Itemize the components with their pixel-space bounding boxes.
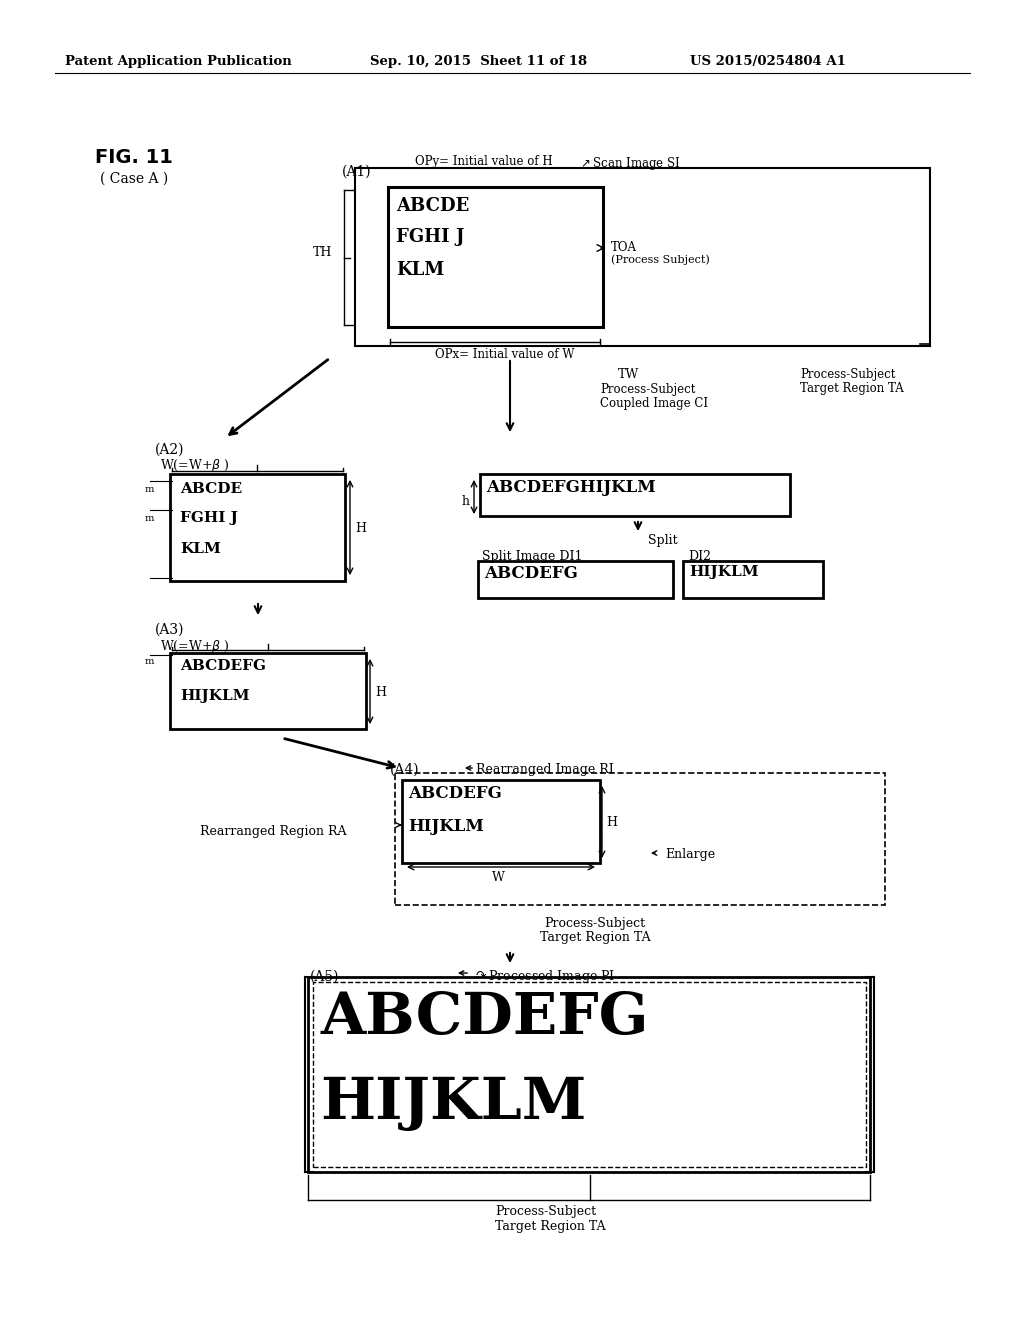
- Text: KLM: KLM: [180, 543, 221, 556]
- Text: Rearranged Image RI: Rearranged Image RI: [476, 763, 613, 776]
- Text: (A3): (A3): [155, 623, 184, 638]
- Text: H: H: [606, 816, 617, 829]
- Text: OPy= Initial value of H: OPy= Initial value of H: [415, 154, 553, 168]
- Text: Target Region TA: Target Region TA: [800, 381, 904, 395]
- Text: OPx= Initial value of W: OPx= Initial value of W: [435, 348, 574, 360]
- Bar: [478, 561, 673, 598]
- Text: FGHI J: FGHI J: [180, 511, 238, 525]
- Text: ABCDEFG: ABCDEFG: [484, 565, 578, 582]
- Text: Coupled Image CI: Coupled Image CI: [600, 397, 709, 411]
- Text: HIJKLM: HIJKLM: [408, 818, 483, 836]
- Bar: [388, 187, 603, 327]
- Text: ABCDEFG: ABCDEFG: [319, 990, 648, 1045]
- Text: Split Image DI1: Split Image DI1: [482, 550, 583, 564]
- Text: Target Region TA: Target Region TA: [540, 931, 650, 944]
- Bar: [313, 982, 866, 1167]
- Bar: [683, 561, 823, 598]
- Bar: [170, 474, 345, 581]
- Text: $\curvearrowright$Processed Image PI: $\curvearrowright$Processed Image PI: [473, 968, 615, 985]
- Text: W(=W+$\beta$ ): W(=W+$\beta$ ): [160, 457, 229, 474]
- Text: Rearranged Region RA: Rearranged Region RA: [200, 825, 346, 838]
- Text: TOA: TOA: [611, 242, 637, 253]
- Text: H: H: [375, 686, 386, 700]
- Text: m: m: [145, 484, 155, 494]
- Text: Enlarge: Enlarge: [665, 847, 715, 861]
- Text: (A2): (A2): [155, 444, 184, 457]
- Text: ( Case A ): ( Case A ): [100, 172, 168, 186]
- Bar: [395, 774, 885, 906]
- Text: ABCDEFG: ABCDEFG: [180, 659, 266, 673]
- Text: Sep. 10, 2015  Sheet 11 of 18: Sep. 10, 2015 Sheet 11 of 18: [370, 55, 587, 69]
- Text: m: m: [145, 657, 155, 667]
- Text: Target Region TA: Target Region TA: [495, 1220, 605, 1233]
- Text: Process-Subject: Process-Subject: [800, 368, 895, 381]
- Text: HIJKLM: HIJKLM: [180, 689, 250, 704]
- Text: h: h: [462, 495, 470, 508]
- Text: TH: TH: [312, 246, 332, 259]
- Text: Process-Subject: Process-Subject: [545, 917, 645, 931]
- Text: $\nearrow$Scan Image SI: $\nearrow$Scan Image SI: [578, 154, 681, 172]
- Text: KLM: KLM: [396, 261, 444, 279]
- Text: HIJKLM: HIJKLM: [689, 565, 759, 579]
- Bar: [308, 977, 870, 1172]
- Text: DI2: DI2: [688, 550, 711, 564]
- Text: FGHI J: FGHI J: [396, 228, 464, 246]
- Text: HIJKLM: HIJKLM: [319, 1074, 587, 1131]
- Text: ABCDE: ABCDE: [396, 197, 469, 215]
- Text: US 2015/0254804 A1: US 2015/0254804 A1: [690, 55, 846, 69]
- Bar: [402, 780, 600, 863]
- Text: Split: Split: [648, 535, 678, 546]
- Text: (A1): (A1): [342, 165, 372, 180]
- Text: Process-Subject: Process-Subject: [495, 1205, 596, 1218]
- Text: ABCDEFGHIJKLM: ABCDEFGHIJKLM: [486, 479, 655, 496]
- Text: (A5): (A5): [310, 970, 340, 983]
- Text: ABCDEFG: ABCDEFG: [408, 785, 502, 803]
- Text: Process-Subject: Process-Subject: [600, 383, 695, 396]
- Text: H: H: [355, 521, 366, 535]
- Bar: [480, 474, 790, 516]
- Text: (A4): (A4): [390, 763, 420, 777]
- Text: TW: TW: [618, 368, 639, 381]
- Text: FIG. 11: FIG. 11: [95, 148, 173, 168]
- Text: ABCDE: ABCDE: [180, 482, 242, 496]
- Text: W(=W+$\beta$ ): W(=W+$\beta$ ): [160, 638, 229, 655]
- Text: (Process Subject): (Process Subject): [611, 253, 710, 264]
- Bar: [170, 653, 366, 729]
- Text: m: m: [145, 513, 155, 523]
- Bar: [355, 168, 930, 346]
- Text: W: W: [492, 871, 505, 884]
- Text: Patent Application Publication: Patent Application Publication: [65, 55, 292, 69]
